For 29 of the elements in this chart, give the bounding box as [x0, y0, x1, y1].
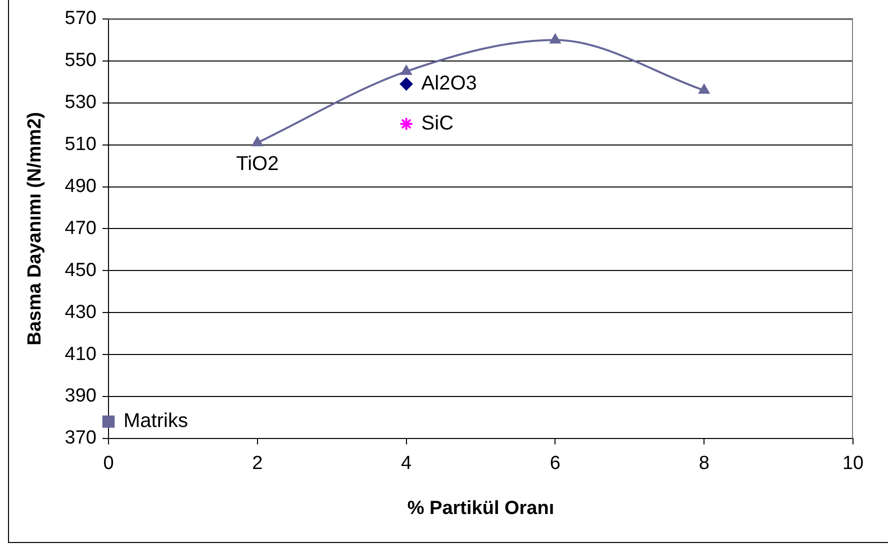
x-tick-label: 0	[103, 453, 114, 474]
series-label: Al2O3	[421, 72, 477, 95]
y-tick-label: 510	[64, 134, 96, 156]
y-tick-label: 550	[64, 50, 96, 72]
x-tick-label: 10	[842, 453, 864, 474]
y-tick-label: 570	[64, 8, 96, 30]
point	[400, 64, 412, 75]
y-tick-label: 470	[64, 218, 96, 239]
y-tick-label: 530	[64, 92, 96, 114]
series-label: TiO2	[236, 153, 279, 176]
y-tick-label: 390	[64, 386, 96, 407]
point	[399, 116, 414, 131]
y-tick-label: 430	[64, 302, 96, 323]
x-tick-label: 4	[401, 453, 412, 474]
point	[102, 415, 115, 428]
y-tick-label: 490	[64, 176, 96, 197]
point	[252, 136, 264, 146]
y-tick-label: 370	[64, 428, 96, 449]
y-axis-title: Basma Dayanımı (N/mm2)	[24, 112, 46, 346]
point	[550, 33, 561, 44]
x-tick-label: 6	[550, 453, 560, 474]
series-label: Matriks	[124, 410, 188, 432]
series-label: SiC	[421, 112, 454, 134]
x-axis-title: % Partikül Oranı	[407, 498, 554, 519]
point	[698, 84, 710, 94]
y-tick-label: 410	[64, 344, 96, 365]
x-tick-label: 2	[252, 453, 263, 474]
x-tick-label: 8	[698, 453, 710, 474]
y-tick-label: 450	[64, 260, 96, 281]
